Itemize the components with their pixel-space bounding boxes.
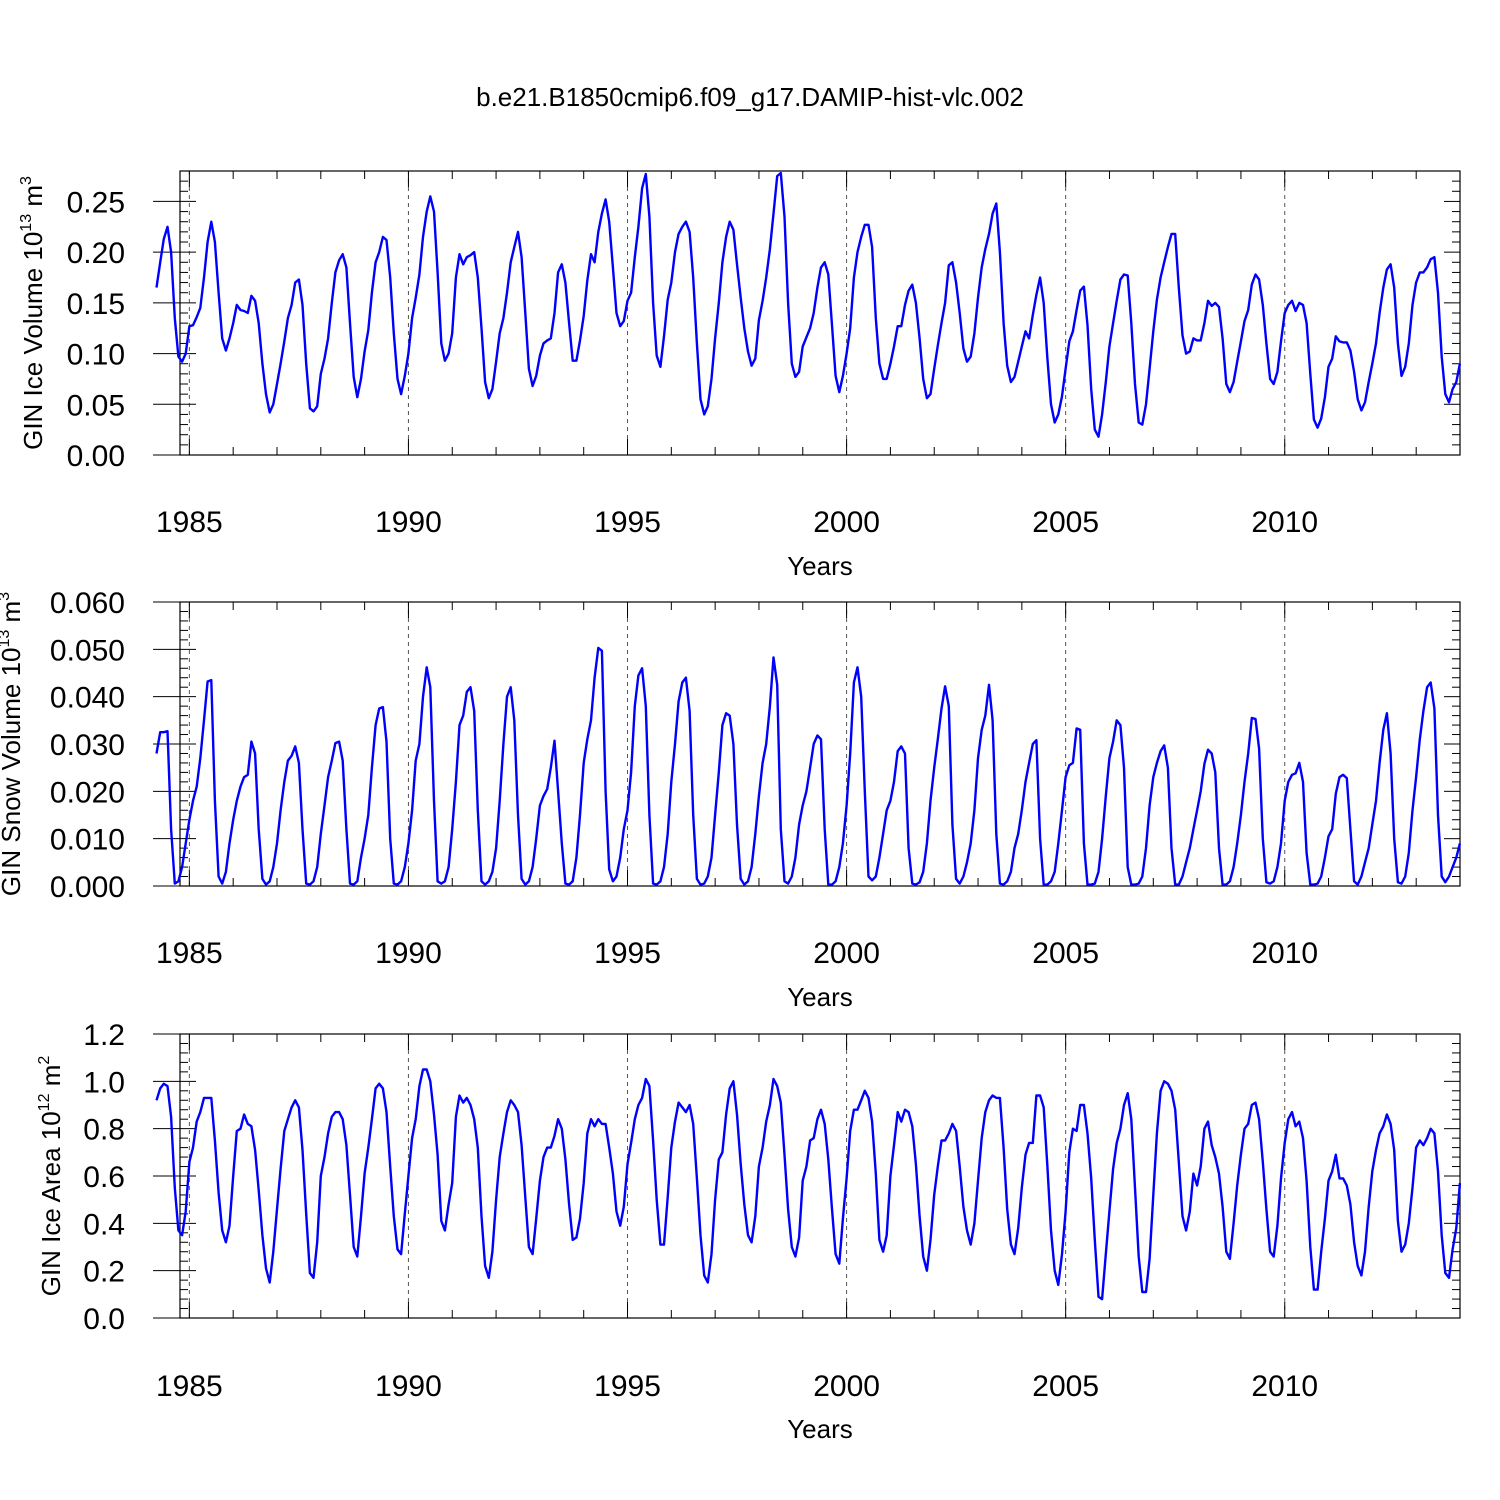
x-tick-label: 1985	[156, 506, 223, 539]
y-axis-label-main: GIN Ice Area 10	[36, 1111, 66, 1296]
y-tick-label: 0.25	[67, 186, 125, 219]
y-axis-label: GIN Snow Volume 1013 m3	[0, 592, 26, 896]
series-line-ice-volume	[155, 171, 1462, 438]
y-axis-label-exp: 13	[0, 630, 13, 648]
x-axis-label: Years	[787, 1414, 853, 1444]
x-axis-label: Years	[787, 551, 853, 581]
x-tick-label: 2000	[813, 506, 880, 539]
x-axis-label: Years	[787, 982, 853, 1012]
y-axis-label-exp: 13	[18, 214, 35, 232]
y-axis-label-unit-exp: 2	[36, 1056, 53, 1065]
y-tick-label: 0.20	[67, 237, 125, 270]
y-tick-label: 0.2	[83, 1256, 125, 1289]
x-tick-label: 2010	[1251, 1370, 1318, 1403]
y-axis-label: GIN Ice Volume 1013 m3	[18, 176, 48, 450]
x-tick-label: 1985	[156, 1370, 223, 1403]
x-tick-label: 1995	[594, 1370, 661, 1403]
y-tick-label: 0.10	[67, 339, 125, 372]
x-tick-label: 2010	[1251, 937, 1318, 970]
x-tick-label: 2000	[813, 1370, 880, 1403]
y-axis-label-unit: m	[0, 601, 26, 630]
y-tick-label: 0.010	[50, 824, 125, 857]
y-tick-label: 0.05	[67, 389, 125, 422]
y-axis-label-unit: m	[18, 185, 48, 214]
y-tick-label: 0.040	[50, 682, 125, 715]
x-tick-label: 2005	[1032, 506, 1099, 539]
x-tick-label: 1995	[594, 506, 661, 539]
series-line-ice-area	[155, 1068, 1462, 1301]
y-tick-label: 0.050	[50, 634, 125, 667]
y-axis-label: GIN Ice Area 1012 m2	[36, 1056, 66, 1297]
y-axis-label-main: GIN Snow Volume 10	[0, 648, 26, 897]
x-tick-label: 1990	[375, 1370, 442, 1403]
y-tick-label: 0.020	[50, 776, 125, 809]
y-tick-label: 0.030	[50, 729, 125, 762]
y-tick-label: 0.15	[67, 288, 125, 321]
x-tick-label: 1990	[375, 506, 442, 539]
x-tick-label: 2005	[1032, 937, 1099, 970]
y-tick-label: 0.00	[67, 440, 125, 473]
x-tick-label: 2010	[1251, 506, 1318, 539]
y-tick-label: 0.8	[83, 1114, 125, 1147]
y-axis-label-exp: 12	[36, 1093, 53, 1111]
y-tick-label: 0.6	[83, 1161, 125, 1194]
y-tick-label: 0.060	[50, 587, 125, 620]
plot-frame	[179, 1033, 1461, 1319]
y-tick-label: 0.4	[83, 1208, 125, 1241]
panel-ice-area: 0.0 0.2 0.4 0.6 0.8 1.0 1.2 1985 1990 1995 2000 200…	[36, 1019, 1462, 1444]
y-tick-label: 1.0	[83, 1066, 125, 1099]
plot-frame	[179, 170, 1461, 456]
x-tick-label: 1995	[594, 937, 661, 970]
panels: 0.00 0.05 0.10 0.15 0.20 0.25 1985 1990 1995 2000…	[0, 170, 1462, 1444]
y-axis-label-unit: m	[36, 1065, 66, 1094]
x-tick-label: 2005	[1032, 1370, 1099, 1403]
y-tick-label: 1.2	[83, 1019, 125, 1052]
y-axis-label-unit-exp: 3	[0, 592, 13, 601]
x-tick-label: 2000	[813, 937, 880, 970]
y-axis-label-unit-exp: 3	[18, 176, 35, 185]
y-tick-label: 0.000	[50, 871, 125, 904]
series-line-snow-volume	[155, 646, 1462, 886]
chart-title: b.e21.B1850cmip6.f09_g17.DAMIP-hist-vlc.…	[476, 82, 1024, 112]
panel-snow-volume: 0.000 0.010 0.020 0.030 0.040 0.050 0.060 1985 1…	[0, 587, 1462, 1012]
y-axis-label-main: GIN Ice Volume 10	[18, 232, 48, 450]
x-tick-label: 1985	[156, 937, 223, 970]
panel-ice-volume: 0.00 0.05 0.10 0.15 0.20 0.25 1985 1990 1995 2000…	[18, 170, 1462, 581]
y-tick-label: 0.0	[83, 1303, 125, 1336]
x-tick-label: 1990	[375, 937, 442, 970]
plot-frame	[179, 601, 1461, 887]
